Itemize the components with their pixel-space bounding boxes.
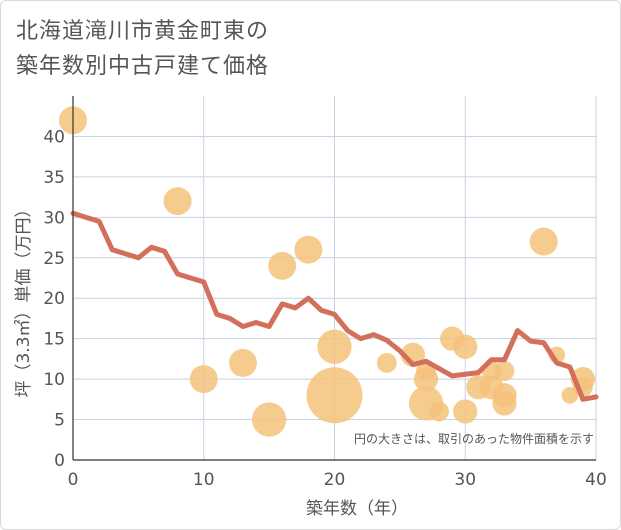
bubble-point — [317, 329, 352, 364]
bubble-point — [453, 334, 478, 359]
y-tick-label: 25 — [43, 249, 65, 269]
bubble-point — [306, 367, 363, 424]
bubble-point — [189, 365, 218, 394]
trend-series — [70, 210, 599, 402]
x-tick-label: 0 — [68, 470, 79, 490]
x-tick-label: 10 — [193, 470, 215, 490]
bubble-point — [494, 361, 515, 381]
y-axis-label: 坪（3.3㎡）単価（万円） — [14, 200, 34, 397]
bubble-point — [529, 227, 558, 256]
y-tick-label: 15 — [43, 330, 65, 350]
chart-title-line-1: 北海道滝川市黄金町東の — [16, 19, 270, 44]
bubble-point — [251, 402, 287, 437]
bubble-point — [453, 399, 478, 424]
bubble-point — [294, 235, 323, 264]
x-axis-label: 築年数（年） — [306, 499, 408, 519]
bubble-point — [429, 401, 449, 422]
y-tick-label: 10 — [43, 370, 65, 390]
y-tick-label: 5 — [54, 411, 65, 431]
bubble-point — [492, 391, 517, 416]
chart-title-line-2: 築年数別中古戸建て価格 — [16, 54, 270, 79]
bubble-point — [163, 187, 192, 216]
y-tick-label: 20 — [43, 289, 65, 309]
trend-line — [70, 210, 599, 402]
size-note: 円の大きさは、取引のあった物件面積を示す — [354, 431, 594, 446]
bubble-point — [376, 353, 397, 373]
x-tick-label: 20 — [324, 470, 346, 490]
bubble-series — [59, 106, 596, 437]
x-tick-label: 40 — [585, 470, 607, 490]
x-tick-label: 30 — [454, 470, 476, 490]
bubble-point — [268, 251, 297, 280]
chart-title: 北海道滝川市黄金町東の 築年数別中古戸建て価格 — [16, 14, 269, 84]
bubble-point — [413, 366, 439, 392]
y-tick-label: 0 — [54, 451, 65, 471]
bubble-point — [228, 348, 257, 377]
y-tick-label: 30 — [43, 208, 65, 228]
axes: 0 5 10 15 20 25 30 35 40 0 10 20 30 40 — [43, 96, 607, 490]
y-tick-label: 40 — [43, 127, 65, 147]
y-tick-label: 35 — [43, 168, 65, 188]
